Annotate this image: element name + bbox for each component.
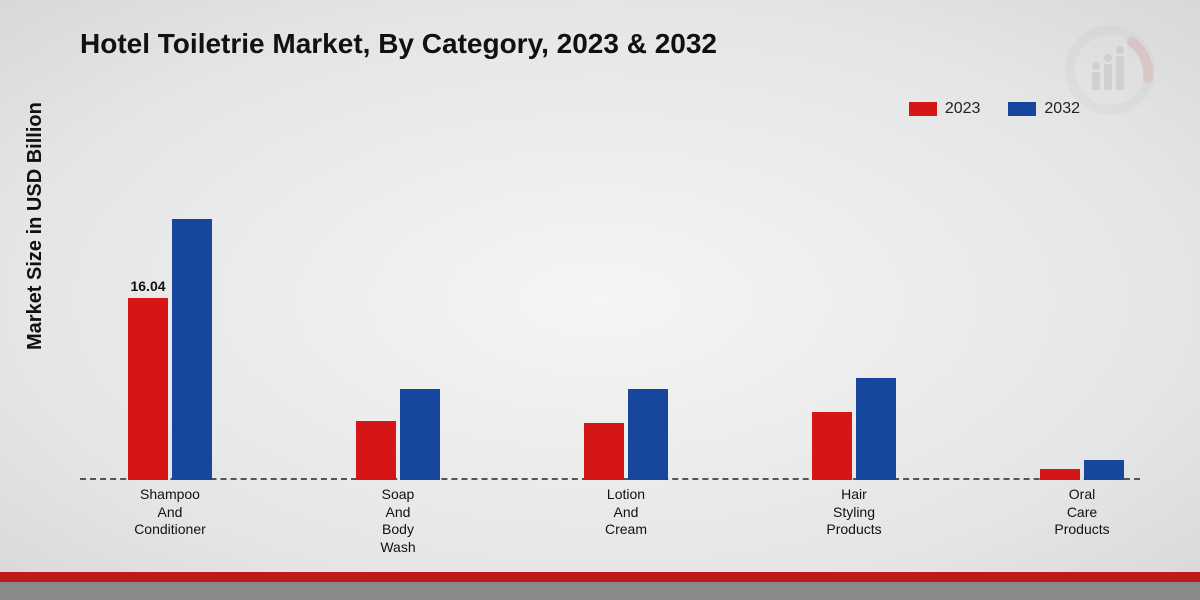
- bar-2032: [856, 378, 896, 480]
- chart-title: Hotel Toiletrie Market, By Category, 202…: [80, 28, 717, 60]
- y-axis-label: Market Size in USD Billion: [24, 102, 47, 350]
- bar-2023: [356, 421, 396, 480]
- footer-red-stripe: [0, 572, 1200, 582]
- bar-2032: [628, 389, 668, 480]
- x-axis-category-label: OralCareProducts: [1012, 486, 1152, 539]
- bar-group: [784, 140, 924, 480]
- bar-2032: [172, 219, 212, 480]
- bar-group: [556, 140, 696, 480]
- legend-label-2032: 2032: [1044, 100, 1080, 118]
- x-axis-category-label: HairStylingProducts: [784, 486, 924, 539]
- legend-swatch-2023: [909, 102, 937, 116]
- footer-grey-stripe: [0, 582, 1200, 600]
- x-axis-category-label: SoapAndBodyWash: [328, 486, 468, 556]
- x-axis-category-label: LotionAndCream: [556, 486, 696, 539]
- legend: 2023 2032: [909, 100, 1080, 118]
- plot-area: 16.04: [80, 140, 1140, 480]
- bar-2032: [400, 389, 440, 480]
- x-axis-labels: ShampooAndConditionerSoapAndBodyWashLoti…: [80, 486, 1140, 546]
- chart-page: Hotel Toiletrie Market, By Category, 202…: [0, 0, 1200, 600]
- bar-2023: [1040, 469, 1080, 480]
- bar-group: [1012, 140, 1152, 480]
- bar-2023: [812, 412, 852, 480]
- bar-2023: [584, 423, 624, 480]
- legend-label-2023: 2023: [945, 100, 981, 118]
- x-axis-category-label: ShampooAndConditioner: [100, 486, 240, 539]
- legend-item-2023: 2023: [909, 100, 981, 118]
- legend-swatch-2032: [1008, 102, 1036, 116]
- bar-2032: [1084, 460, 1124, 480]
- watermark-logo-icon: [1060, 20, 1160, 110]
- bar-2023: 16.04: [128, 298, 168, 480]
- bar-group: [328, 140, 468, 480]
- legend-item-2032: 2032: [1008, 100, 1080, 118]
- footer-bar: [0, 572, 1200, 600]
- bar-group: 16.04: [100, 140, 240, 480]
- bar-value-label: 16.04: [130, 278, 165, 294]
